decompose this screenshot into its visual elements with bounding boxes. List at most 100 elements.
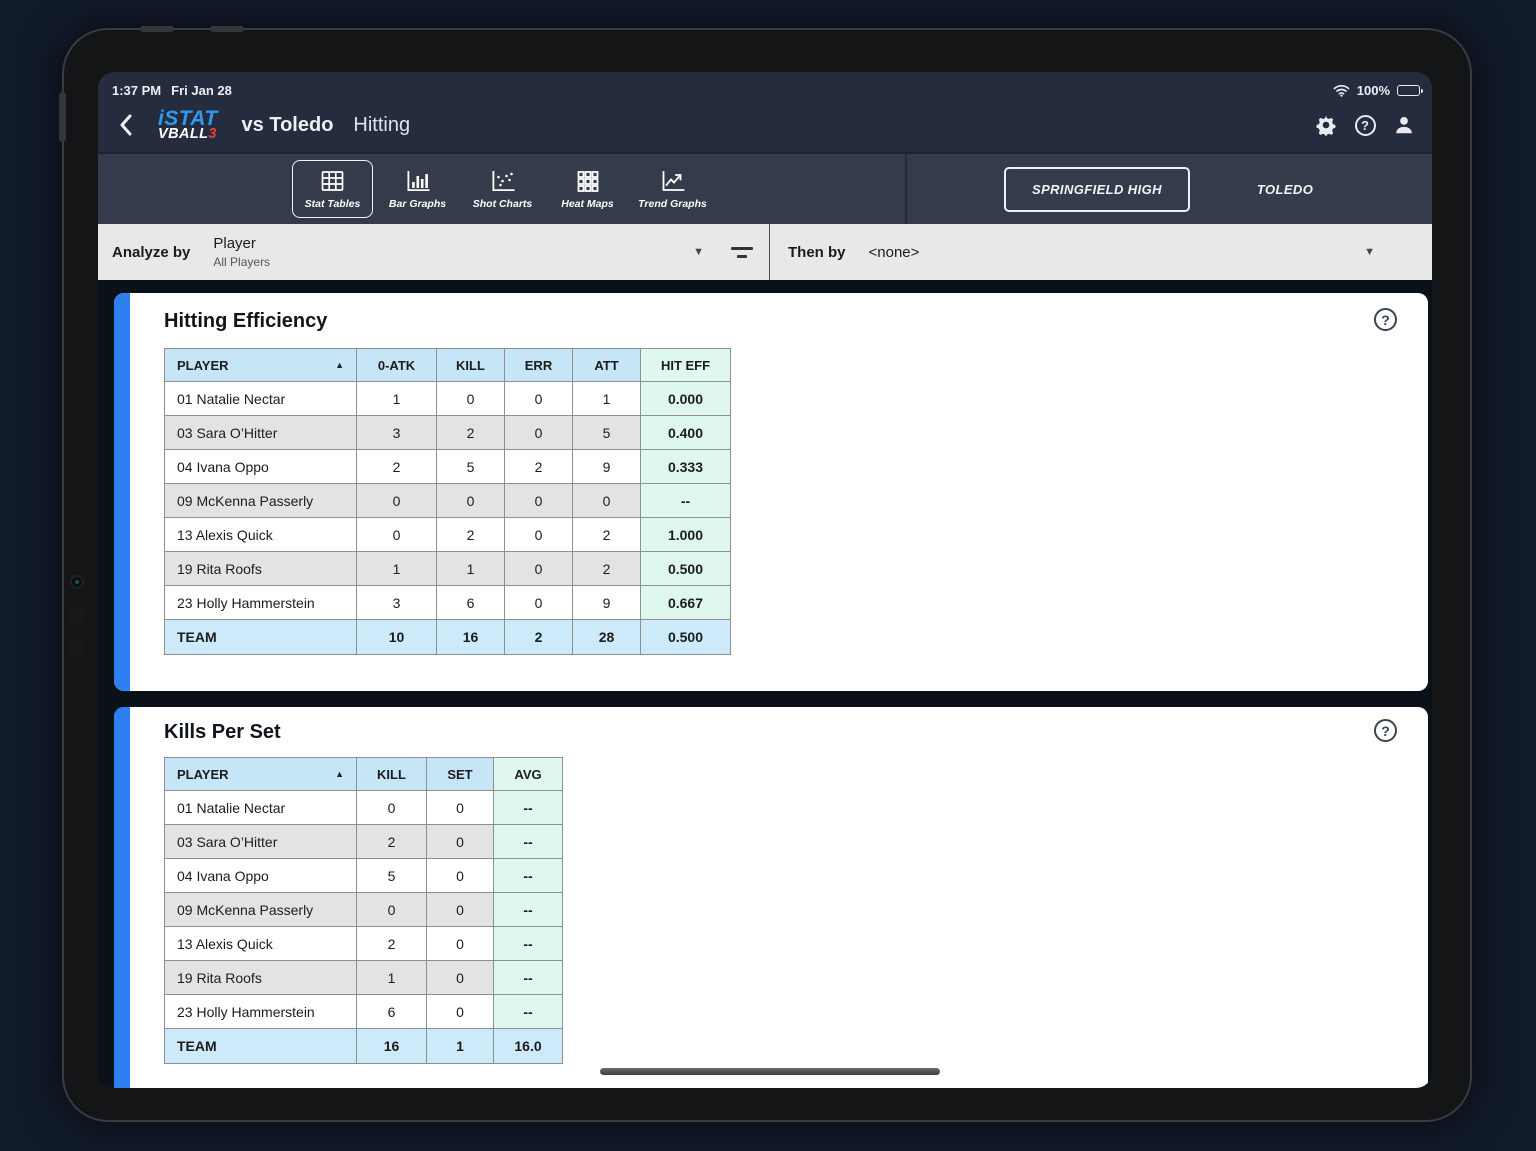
team-total-row: TEAM 10 16 2 28 0.500 — [164, 619, 731, 655]
column-header-player[interactable]: PLAYER ▲ — [164, 348, 357, 382]
stat-cell: 2 — [356, 449, 437, 484]
tab-trend-graphs[interactable]: Trend Graphs — [632, 160, 713, 218]
table-row: 04 Ivana Oppo 5 0 -- — [164, 858, 563, 893]
stat-cell: 0 — [356, 892, 427, 927]
column-header-0-atk[interactable]: 0-ATK — [356, 348, 437, 382]
view-tabs: Stat Tables Bar Graphs — [98, 154, 905, 224]
app-logo: iSTAT VBALL3 — [158, 106, 218, 142]
power-button — [59, 92, 66, 142]
profile-icon[interactable] — [1392, 113, 1416, 137]
stat-tables-icon — [319, 169, 346, 193]
horizontal-scrollbar[interactable] — [600, 1068, 940, 1075]
wifi-icon — [1333, 84, 1350, 97]
player-cell: TEAM — [164, 1028, 357, 1064]
column-header-avg[interactable]: AVG — [493, 757, 563, 791]
stat-cell: 9 — [572, 449, 641, 484]
stat-cell: 0.000 — [640, 381, 731, 416]
battery-percent: 100% — [1356, 83, 1390, 98]
toolbar: Stat Tables Bar Graphs — [98, 152, 1432, 224]
stat-cell: 0 — [504, 381, 573, 416]
app-screen: 1:37 PM Fri Jan 28 100% — [98, 72, 1432, 1088]
stat-cell: 0 — [426, 926, 494, 961]
card-title: Kills Per Set — [164, 721, 281, 743]
team-button-springfield-high[interactable]: SPRINGFIELD HIGH — [1004, 166, 1190, 212]
column-header-kill[interactable]: KILL — [356, 757, 427, 791]
player-cell: 04 Ivana Oppo — [164, 858, 357, 893]
match-title: vs Toledo — [241, 113, 334, 136]
app-header: iSTAT VBALL3 vs Toledo Hitting ? — [98, 98, 1432, 152]
top-bar: 1:37 PM Fri Jan 28 100% — [98, 72, 1432, 152]
team-button-toledo[interactable]: TOLEDO — [1256, 181, 1314, 197]
column-header-player[interactable]: PLAYER ▲ — [164, 757, 357, 791]
stat-cell: 16 — [356, 1028, 427, 1064]
stat-cell: 10 — [356, 619, 437, 655]
tab-shot-charts[interactable]: Shot Charts — [462, 160, 543, 218]
stat-cell: 0 — [356, 790, 427, 825]
stat-cell: 0 — [504, 483, 573, 518]
stat-cell: -- — [493, 926, 563, 961]
tab-label: Heat Maps — [561, 197, 614, 210]
table-row: 01 Natalie Nectar 0 0 -- — [164, 790, 563, 825]
filter-icon[interactable] — [731, 246, 753, 258]
stat-cell: 0 — [426, 858, 494, 893]
stat-cell: 2 — [436, 517, 505, 552]
column-header-err[interactable]: ERR — [504, 348, 573, 382]
stat-cell: 0 — [572, 483, 641, 518]
header-row: PLAYER ▲ KILL SET AVG — [164, 757, 563, 791]
stat-cell: 0 — [426, 994, 494, 1029]
player-cell: 01 Natalie Nectar — [164, 381, 357, 416]
stat-cell: 1.000 — [640, 517, 731, 552]
stat-cell: 16.0 — [493, 1028, 563, 1064]
column-header-set[interactable]: SET — [426, 757, 494, 791]
column-header-att[interactable]: ATT — [572, 348, 641, 382]
stat-cell: 0 — [504, 585, 573, 620]
stat-cell: 5 — [572, 415, 641, 450]
chevron-down-icon: ▼ — [1364, 246, 1375, 258]
help-icon[interactable]: ? — [1353, 113, 1377, 137]
filter-bar: Analyze by Player All Players ▼ Then by … — [98, 224, 1432, 280]
hitting-efficiency-table: PLAYER ▲ 0-ATK KILL ERR ATT HIT EFF 01 Natalie … — [164, 348, 731, 655]
settings-gear-icon[interactable] — [1314, 113, 1338, 137]
stat-cell: 0 — [426, 824, 494, 859]
table-row: 13 Alexis Quick 2 0 -- — [164, 926, 563, 961]
heat-maps-icon — [575, 169, 601, 193]
column-header-hit-eff[interactable]: HIT EFF — [640, 348, 731, 382]
table-row: 13 Alexis Quick 0 2 0 2 1.000 — [164, 517, 731, 552]
stat-cell: 3 — [356, 415, 437, 450]
analyze-by-subvalue: All Players — [213, 255, 271, 269]
analyze-by-label: Analyze by — [112, 243, 191, 261]
player-cell: 13 Alexis Quick — [164, 517, 357, 552]
battery-icon — [1397, 85, 1423, 96]
front-camera — [70, 575, 84, 589]
clock: 1:37 PM — [112, 83, 162, 98]
card-help-icon[interactable]: ? — [1374, 719, 1397, 742]
player-cell: TEAM — [164, 619, 357, 655]
stat-cell: 0.400 — [640, 415, 731, 450]
stat-cell: 5 — [436, 449, 505, 484]
stat-cell: 1 — [436, 551, 505, 586]
tab-bar-graphs[interactable]: Bar Graphs — [377, 160, 458, 218]
stat-cell: 0 — [504, 551, 573, 586]
tab-heat-maps[interactable]: Heat Maps — [547, 160, 628, 218]
sort-ascending-icon: ▲ — [335, 769, 344, 779]
table-row: 03 Sara O’Hitter 3 2 0 5 0.400 — [164, 415, 731, 450]
stat-cell: 2 — [504, 619, 573, 655]
tab-label: Trend Graphs — [638, 197, 707, 210]
table-row: 09 McKenna Passerly 0 0 0 0 -- — [164, 483, 731, 518]
team-total-row: TEAM 16 1 16.0 — [164, 1028, 563, 1064]
analyze-by-dropdown[interactable]: Analyze by Player All Players ▼ — [98, 224, 770, 280]
card-accent-bar — [114, 293, 130, 691]
stat-cell: 1 — [572, 381, 641, 416]
then-by-value: <none> — [868, 243, 920, 261]
card-help-icon[interactable]: ? — [1374, 308, 1397, 331]
column-header-kill[interactable]: KILL — [436, 348, 505, 382]
then-by-dropdown[interactable]: Then by <none> ▼ — [770, 224, 1432, 280]
tab-stat-tables[interactable]: Stat Tables — [292, 160, 373, 218]
tablet-frame: 1:37 PM Fri Jan 28 100% — [59, 26, 1472, 1122]
back-button[interactable] — [112, 111, 140, 139]
stat-cell: 1 — [356, 381, 437, 416]
player-cell: 09 McKenna Passerly — [164, 483, 357, 518]
table-row: 09 McKenna Passerly 0 0 -- — [164, 892, 563, 927]
stat-cell: 2 — [436, 415, 505, 450]
stat-cell: 2 — [356, 926, 427, 961]
